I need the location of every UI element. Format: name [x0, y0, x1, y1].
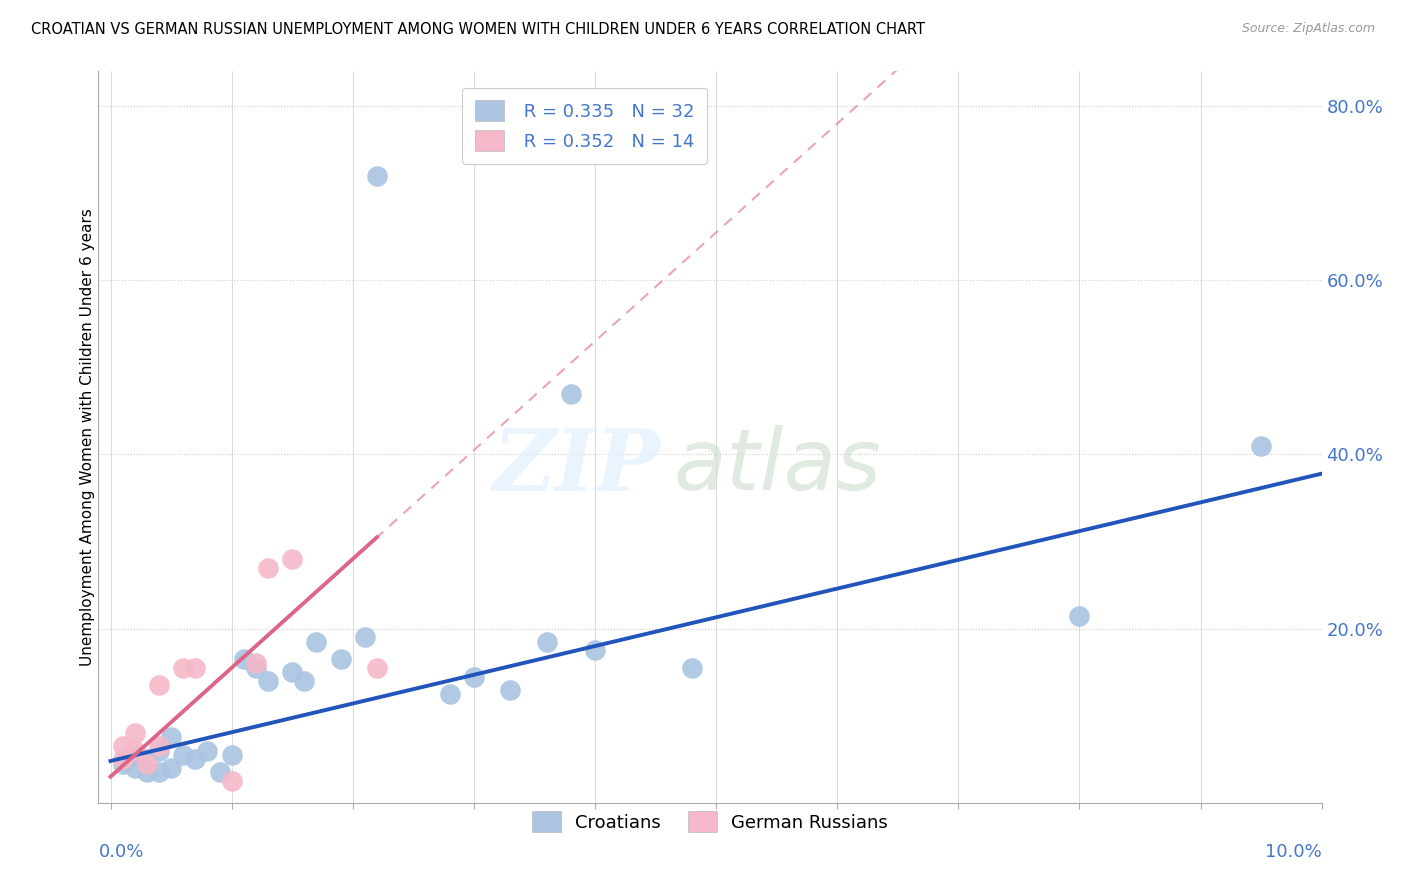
Point: [124, 747, 146, 762]
Point: [536, 634, 558, 648]
Legend: Croatians, German Russians: Croatians, German Russians: [519, 799, 901, 845]
Text: atlas: atlas: [673, 425, 882, 508]
Point: [232, 652, 254, 666]
Text: CROATIAN VS GERMAN RUSSIAN UNEMPLOYMENT AMONG WOMEN WITH CHILDREN UNDER 6 YEARS : CROATIAN VS GERMAN RUSSIAN UNEMPLOYMENT …: [31, 22, 925, 37]
Point: [221, 774, 243, 789]
Point: [305, 634, 328, 648]
Point: [160, 761, 183, 775]
Point: [160, 731, 183, 745]
Point: [583, 643, 606, 657]
Point: [354, 631, 377, 645]
Point: [148, 739, 170, 754]
Point: [124, 761, 146, 775]
Point: [124, 726, 146, 740]
Point: [197, 743, 219, 757]
Point: [111, 739, 134, 754]
Text: 10.0%: 10.0%: [1265, 843, 1322, 861]
Point: [135, 765, 157, 780]
Point: [292, 673, 315, 688]
Point: [135, 756, 157, 771]
Text: Source: ZipAtlas.com: Source: ZipAtlas.com: [1241, 22, 1375, 36]
Point: [172, 661, 194, 675]
Point: [111, 756, 134, 771]
Point: [681, 661, 703, 675]
Point: [148, 678, 170, 692]
Point: [560, 386, 582, 401]
Point: [124, 743, 146, 757]
Point: [184, 752, 207, 766]
Point: [463, 669, 485, 683]
Point: [184, 661, 207, 675]
Y-axis label: Unemployment Among Women with Children Under 6 years: Unemployment Among Women with Children U…: [80, 208, 94, 666]
Point: [366, 661, 388, 675]
Point: [499, 682, 522, 697]
Point: [281, 665, 304, 680]
Point: [366, 169, 388, 183]
Point: [1250, 439, 1272, 453]
Point: [111, 752, 134, 766]
Point: [135, 752, 157, 766]
Point: [257, 560, 280, 574]
Text: ZIP: ZIP: [494, 425, 661, 508]
Point: [148, 765, 170, 780]
Point: [245, 657, 267, 671]
Point: [148, 743, 170, 757]
Point: [257, 673, 280, 688]
Point: [208, 765, 231, 780]
Text: 0.0%: 0.0%: [98, 843, 143, 861]
Point: [221, 747, 243, 762]
Point: [172, 747, 194, 762]
Point: [245, 661, 267, 675]
Point: [281, 552, 304, 566]
Point: [1069, 608, 1091, 623]
Point: [329, 652, 352, 666]
Point: [439, 687, 461, 701]
